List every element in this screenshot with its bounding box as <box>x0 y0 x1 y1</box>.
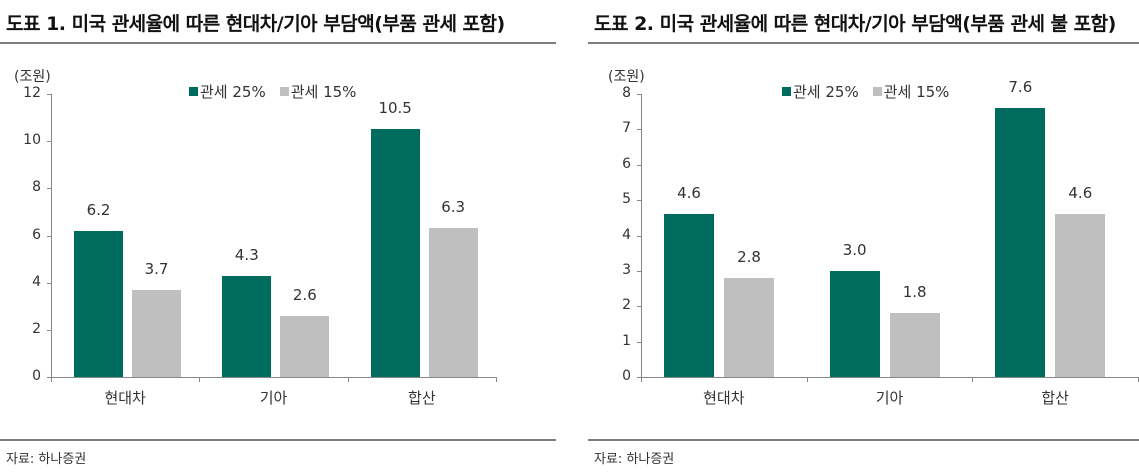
y-tick <box>637 200 641 202</box>
y-tick-label: 6 <box>622 155 631 172</box>
chart-panel-1: 도표 1. 미국 관세율에 따른 현대차/기아 부담액(부품 관세 포함) (조… <box>0 0 556 472</box>
y-tick <box>47 188 51 190</box>
y-tick-label: 0 <box>32 368 41 384</box>
y-tick <box>47 235 51 237</box>
x-tick <box>496 377 497 382</box>
bar <box>222 275 272 377</box>
legend-swatch-icon <box>279 87 289 96</box>
y-tick <box>637 377 641 378</box>
y-tick-label: 4 <box>622 226 631 243</box>
y-tick-label: 1 <box>622 332 631 349</box>
chart-panel-2: 도표 2. 미국 관세율에 따른 현대차/기아 부담액(부품 관세 불 포함) … <box>582 0 1139 472</box>
y-tick-label: 2 <box>622 297 631 314</box>
bar-value-label: 3.7 <box>144 259 169 278</box>
bar-value-label: 4.6 <box>677 184 701 203</box>
bar <box>132 289 181 377</box>
legend-swatch-icon <box>189 87 198 96</box>
y-tick <box>637 270 641 272</box>
x-tick <box>806 377 808 382</box>
y-tick <box>47 94 51 95</box>
bar <box>1055 214 1106 377</box>
y-tick <box>637 341 641 343</box>
bar <box>664 214 714 377</box>
bar-value-label: 4.6 <box>1068 184 1093 203</box>
bar <box>280 315 330 377</box>
footer-divider <box>0 439 556 441</box>
x-category-label: 합산 <box>408 389 436 407</box>
bar-value-label: 10.5 <box>378 99 412 118</box>
x-tick <box>972 377 974 382</box>
x-tick <box>199 377 201 382</box>
bar-value-label: 7.6 <box>1008 78 1033 97</box>
y-tick <box>637 129 641 131</box>
y-tick-label: 12 <box>23 85 41 101</box>
bar-value-label: 6.2 <box>86 200 111 219</box>
y-tick <box>637 306 641 308</box>
y-tick-label: 2 <box>32 320 41 337</box>
chart-title: 도표 1. 미국 관세율에 따른 현대차/기아 부담액(부품 관세 포함) <box>6 13 505 35</box>
bar-value-label: 3.0 <box>842 240 867 259</box>
bar-value-label: 4.3 <box>234 245 259 264</box>
bar <box>74 230 123 377</box>
y-tick-label: 8 <box>32 179 41 196</box>
x-axis <box>641 377 1138 378</box>
y-tick <box>47 329 51 331</box>
bar <box>995 108 1046 377</box>
bar <box>370 129 420 377</box>
y-tick <box>637 235 641 237</box>
legend-item-15: 관세 15% <box>872 81 949 102</box>
bar <box>829 270 880 377</box>
y-axis-unit: (조원) <box>14 69 51 85</box>
y-axis <box>51 94 52 377</box>
y-tick-label: 10 <box>23 132 41 149</box>
y-tick-label: 7 <box>622 120 631 137</box>
bar <box>889 313 940 377</box>
bar-value-label: 1.8 <box>902 283 927 302</box>
y-tick-label: 6 <box>32 226 41 243</box>
bar-value-label: 2.8 <box>737 247 761 266</box>
title-divider <box>588 42 1139 44</box>
y-tick <box>637 164 641 166</box>
legend-item-25: 관세 25% <box>782 81 859 102</box>
x-category-label: 현대차 <box>104 389 146 407</box>
y-tick-label: 5 <box>622 191 631 208</box>
x-category-label: 기아 <box>259 389 288 407</box>
y-tick-label: 8 <box>622 85 631 101</box>
y-axis-unit: (조원) <box>608 69 645 85</box>
legend-swatch-icon <box>872 87 882 96</box>
y-tick <box>47 377 51 378</box>
x-axis <box>51 377 496 378</box>
bar-value-label: 6.3 <box>441 198 466 217</box>
legend-swatch-icon <box>782 87 791 96</box>
y-tick <box>47 141 51 143</box>
x-category-label: 기아 <box>875 389 904 407</box>
y-tick <box>637 94 641 95</box>
bar <box>724 277 774 377</box>
footer-divider <box>588 439 1139 441</box>
x-tick <box>51 377 52 382</box>
y-tick-label: 3 <box>622 261 631 278</box>
bar <box>428 228 478 377</box>
chart-title: 도표 2. 미국 관세율에 따른 현대차/기아 부담액(부품 관세 불 포함) <box>594 13 1116 35</box>
legend: 관세 25% 관세 15% <box>189 81 356 102</box>
bar-value-label: 2.6 <box>292 285 317 304</box>
x-category-label: 현대차 <box>703 389 745 407</box>
source-note: 자료: 하나증권 <box>6 452 87 467</box>
source-note: 자료: 하나증권 <box>594 452 675 467</box>
x-tick <box>347 377 349 382</box>
x-tick <box>641 377 642 382</box>
legend-item-25: 관세 25% <box>189 81 266 102</box>
y-axis <box>641 94 642 377</box>
x-category-label: 합산 <box>1041 389 1069 407</box>
y-tick-label: 4 <box>32 273 41 290</box>
legend-item-15: 관세 15% <box>279 81 356 102</box>
y-tick-label: 0 <box>622 368 631 384</box>
title-divider <box>0 42 556 44</box>
y-tick <box>47 282 51 284</box>
legend: 관세 25% 관세 15% <box>782 81 949 102</box>
